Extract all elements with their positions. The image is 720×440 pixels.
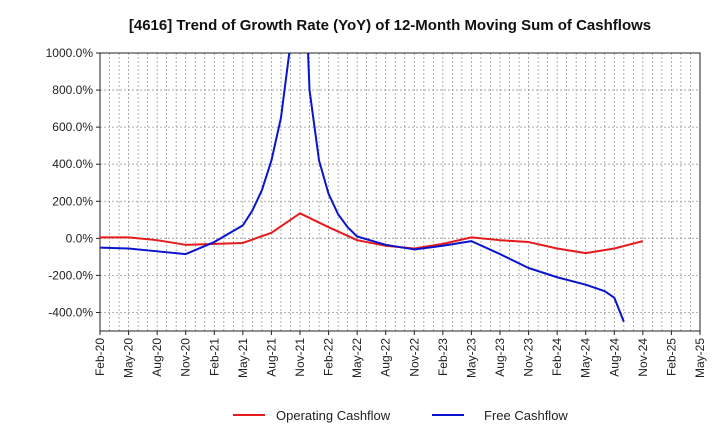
x-tick-label: Feb-24 — [550, 338, 564, 376]
x-axis: Feb-20 May-20 Aug-20 Nov-20 Feb-21 May-21 Aug-… — [93, 331, 707, 378]
x-tick-label: Nov-23 — [522, 338, 536, 377]
x-tick-label: Feb-22 — [322, 338, 336, 376]
x-tick-label: Nov-22 — [407, 338, 421, 377]
y-tick-label: 0.0% — [66, 231, 94, 245]
chart-title: [4616] Trend of Growth Rate (YoY) of 12-… — [129, 17, 651, 34]
y-tick-label: 200.0% — [52, 194, 93, 208]
y-tick-label: 600.0% — [52, 120, 93, 134]
x-tick-label: Feb-21 — [207, 338, 221, 376]
legend-label: Operating Cashflow — [276, 408, 391, 423]
x-tick-label: May-20 — [122, 338, 136, 378]
x-tick-label: Aug-23 — [493, 338, 507, 377]
legend: Operating Cashflow Free Cashflow — [233, 408, 568, 423]
x-tick-label: May-21 — [236, 338, 250, 378]
series-line — [100, 53, 625, 323]
series-lines — [100, 53, 644, 323]
x-tick-label: Nov-24 — [636, 338, 650, 377]
y-tick-label: 1000.0% — [46, 46, 94, 60]
x-tick-label: Aug-22 — [379, 338, 393, 377]
x-tick-label: Nov-20 — [179, 338, 193, 377]
x-tick-label: Aug-24 — [607, 338, 621, 377]
y-tick-label: 400.0% — [52, 157, 93, 171]
y-tick-label: 800.0% — [52, 83, 93, 97]
plot-area-border — [99, 52, 701, 332]
y-tick-label: -200.0% — [48, 268, 93, 282]
x-tick-label: Feb-20 — [93, 338, 107, 376]
x-tick-label: May-23 — [464, 338, 478, 378]
x-tick-label: May-22 — [350, 338, 364, 378]
x-tick-label: May-24 — [579, 338, 593, 378]
x-tick-label: May-25 — [693, 338, 707, 378]
series-line — [100, 212, 644, 255]
grid — [100, 52, 700, 331]
legend-label: Free Cashflow — [484, 408, 568, 423]
x-tick-label: Aug-20 — [150, 338, 164, 377]
y-axis: 1000.0% 800.0% 600.0% 400.0% 200.0% 0.0% -200.… — [46, 46, 100, 319]
x-tick-label: Nov-21 — [293, 338, 307, 377]
x-tick-label: Feb-23 — [436, 338, 450, 376]
x-tick-label: Aug-21 — [264, 338, 278, 377]
x-tick-label: Feb-25 — [664, 338, 678, 376]
y-tick-label: -400.0% — [48, 305, 93, 319]
